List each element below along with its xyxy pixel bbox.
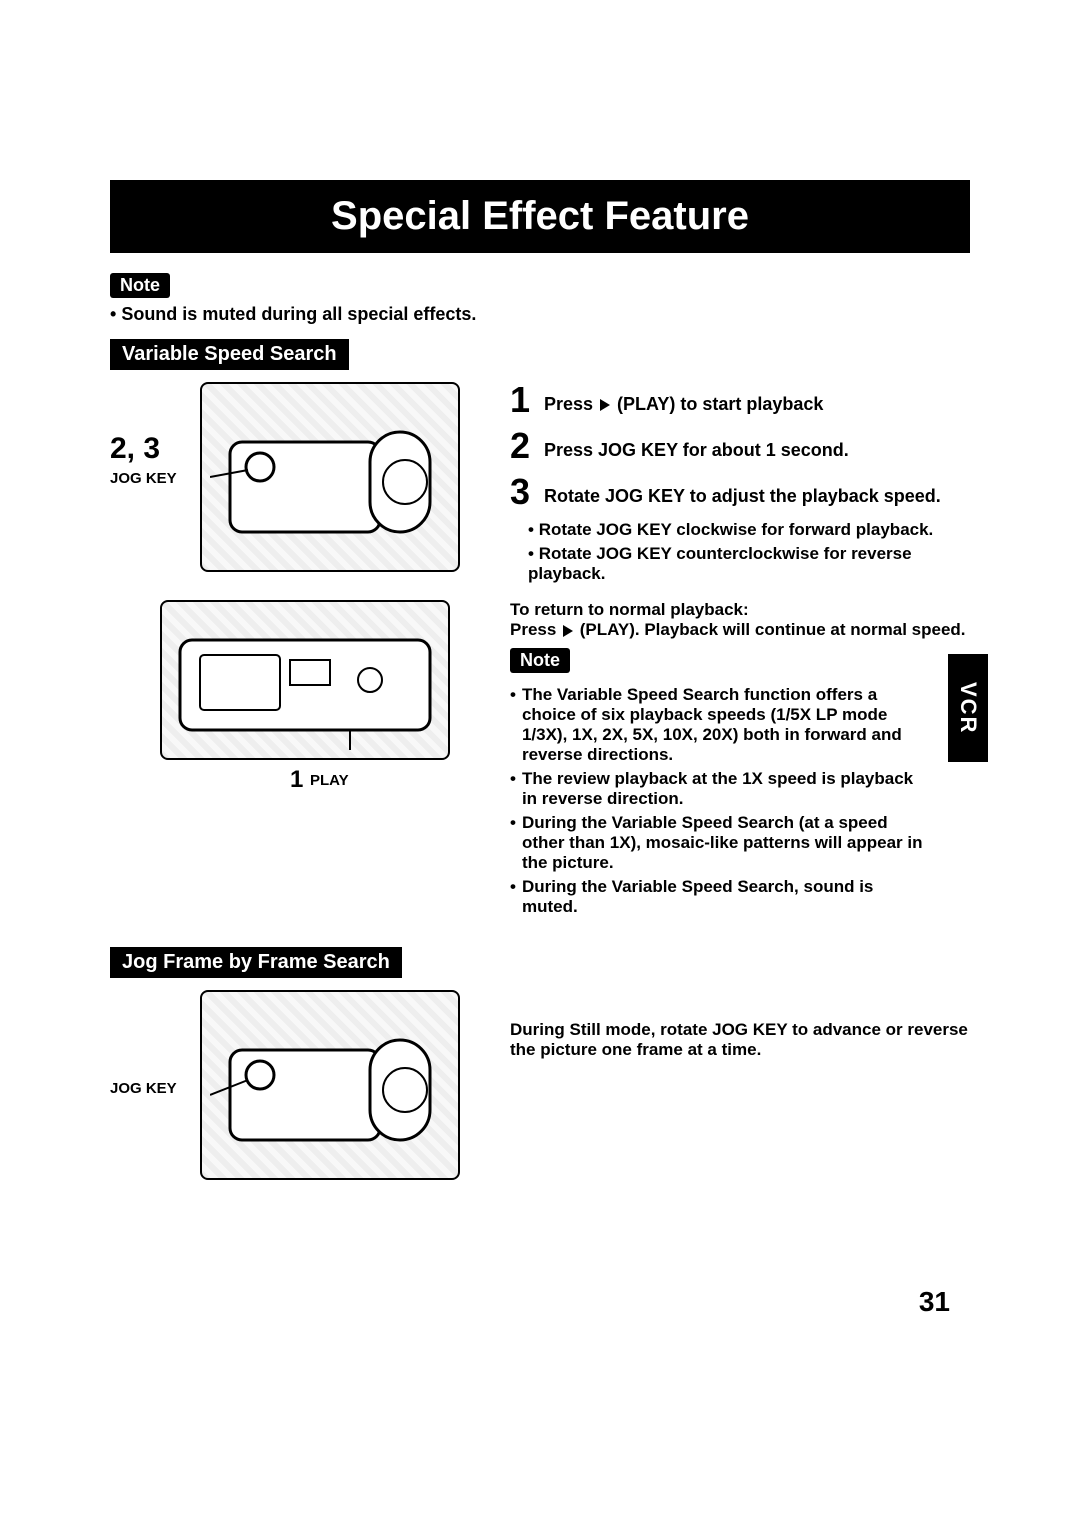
step-1-num: 1: [510, 382, 536, 418]
section1-columns: 2, 3 JOG KEY: [110, 382, 970, 921]
section2-columns: JOG KEY During Still mode, rotate JOG KE…: [110, 990, 970, 1198]
step-3-sub2: • Rotate JOG KEY counterclockwise for re…: [528, 544, 970, 584]
side-tab-vcr: VCR: [948, 654, 988, 762]
note2-bullet-0: The Variable Speed Search function offer…: [510, 685, 930, 765]
step-1-text-a: Press: [544, 394, 598, 414]
manual-page: Special Effect Feature Note • Sound is m…: [0, 0, 1080, 1528]
page-number: 31: [919, 1286, 950, 1318]
note-tag-2: Note: [510, 648, 570, 673]
step-3-sub2-text: Rotate JOG KEY counterclockwise for reve…: [528, 544, 912, 583]
section1-left: 2, 3 JOG KEY: [110, 382, 490, 921]
camera-illustration-2: [160, 600, 450, 760]
camera-illustration-3: [200, 990, 460, 1180]
callout-1: 1: [290, 766, 303, 794]
camcorder-svg-1: [210, 392, 450, 562]
callout-label-play: PLAY: [310, 772, 349, 789]
callout-label-jog-key-2: JOG KEY: [110, 1080, 177, 1097]
note-top: Note • Sound is muted during all special…: [110, 273, 970, 325]
camcorder-svg-3: [210, 1000, 450, 1170]
note-text: • Sound is muted during all special effe…: [110, 304, 970, 325]
play-icon: [600, 399, 610, 411]
step-3-sub1-text: Rotate JOG KEY clockwise for forward pla…: [539, 520, 934, 539]
step-2: 2 Press JOG KEY for about 1 second.: [510, 428, 970, 464]
note2-b0-text: The Variable Speed Search function offer…: [522, 685, 930, 765]
step-3-sub1: • Rotate JOG KEY clockwise for forward p…: [528, 520, 970, 540]
note2-b3-text: During the Variable Speed Search, sound …: [522, 877, 930, 917]
figure-jog-key: 2, 3 JOG KEY: [110, 382, 490, 582]
figure-jog-frame: JOG KEY: [110, 990, 490, 1180]
step-1: 1 Press (PLAY) to start playback: [510, 382, 970, 418]
section-heading-jog-frame: Jog Frame by Frame Search: [110, 947, 402, 978]
note-tag: Note: [110, 273, 170, 298]
section2-left: JOG KEY: [110, 990, 490, 1198]
figure-play: 1 PLAY: [110, 600, 490, 800]
note2-bullet-2: During the Variable Speed Search (at a s…: [510, 813, 930, 873]
section1-right: 1 Press (PLAY) to start playback 2 Press…: [510, 382, 970, 921]
return-text: Press (PLAY). Playback will continue at …: [510, 620, 970, 640]
note2-bullet-3: During the Variable Speed Search, sound …: [510, 877, 930, 917]
callout-2-3: 2, 3: [110, 432, 160, 466]
note-text-content: Sound is muted during all special effect…: [121, 304, 476, 324]
step-1-text-b: (PLAY) to start playback: [612, 394, 823, 414]
note2-bullets: The Variable Speed Search function offer…: [510, 685, 970, 917]
note2-b2-text: During the Variable Speed Search (at a s…: [522, 813, 930, 873]
step-3-num: 3: [510, 474, 536, 510]
note2-bullet-1: The review playback at the 1X speed is p…: [510, 769, 930, 809]
step-2-num: 2: [510, 428, 536, 464]
return-heading: To return to normal playback:: [510, 600, 970, 620]
callout-label-jog-key: JOG KEY: [110, 470, 177, 487]
step-3: 3 Rotate JOG KEY to adjust the playback …: [510, 474, 970, 510]
return-text-b: (PLAY). Playback will continue at normal…: [575, 620, 965, 639]
camcorder-svg-2: [170, 610, 440, 750]
return-text-a: Press: [510, 620, 561, 639]
section2-text: During Still mode, rotate JOG KEY to adv…: [510, 1020, 970, 1060]
section2-right: During Still mode, rotate JOG KEY to adv…: [510, 990, 970, 1198]
play-icon-2: [563, 625, 573, 637]
note2-b1-text: The review playback at the 1X speed is p…: [522, 769, 930, 809]
step-3-text: Rotate JOG KEY to adjust the playback sp…: [544, 474, 941, 507]
section-heading-variable-speed: Variable Speed Search: [110, 339, 349, 370]
step-1-text: Press (PLAY) to start playback: [544, 382, 823, 415]
camera-illustration-1: [200, 382, 460, 572]
page-title: Special Effect Feature: [110, 180, 970, 253]
step-2-text: Press JOG KEY for about 1 second.: [544, 428, 849, 461]
